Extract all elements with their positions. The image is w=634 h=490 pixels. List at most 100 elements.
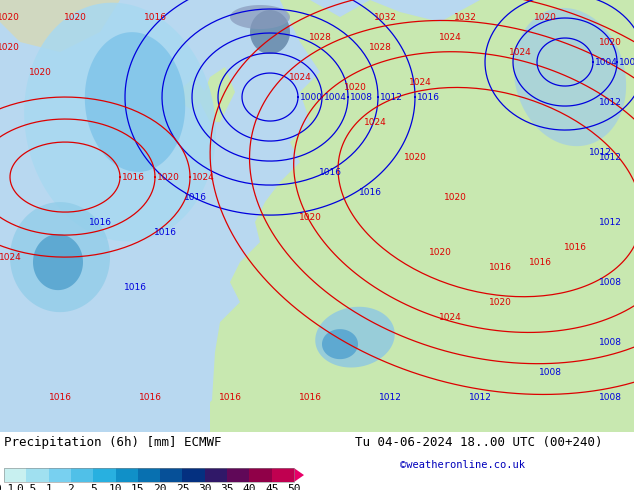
Text: 1012: 1012 (598, 218, 621, 226)
Bar (160, 468, 183, 482)
Text: 1016: 1016 (489, 263, 512, 271)
Text: 0.1: 0.1 (0, 484, 14, 490)
Text: 1024: 1024 (288, 73, 311, 81)
Text: 1016: 1016 (143, 13, 167, 22)
Text: 1012: 1012 (380, 93, 403, 101)
Text: 1024: 1024 (439, 32, 462, 42)
Polygon shape (183, 77, 205, 112)
Text: 35: 35 (221, 484, 234, 490)
Text: 1020: 1020 (534, 13, 557, 22)
Text: 1008: 1008 (598, 392, 621, 402)
Text: 1016: 1016 (138, 392, 162, 402)
Text: 1028: 1028 (309, 32, 332, 42)
Bar (227, 468, 249, 482)
Polygon shape (294, 468, 304, 482)
Text: ©weatheronline.co.uk: ©weatheronline.co.uk (400, 460, 525, 470)
Bar (26, 468, 49, 482)
Text: 1016: 1016 (122, 172, 145, 182)
Text: 1024: 1024 (409, 77, 431, 87)
Bar (205, 468, 227, 482)
Text: 40: 40 (243, 484, 256, 490)
Text: 20: 20 (153, 484, 167, 490)
Bar (183, 468, 205, 482)
Text: 1024: 1024 (508, 48, 531, 56)
Polygon shape (85, 32, 185, 172)
Polygon shape (0, 0, 120, 52)
Text: 1016: 1016 (417, 93, 440, 101)
Text: 1016: 1016 (564, 243, 586, 251)
Polygon shape (315, 307, 395, 368)
Bar (4, 468, 294, 482)
Text: 1008: 1008 (598, 338, 621, 346)
Text: 1008: 1008 (598, 278, 621, 287)
Text: 30: 30 (198, 484, 212, 490)
Text: 1020: 1020 (299, 213, 321, 221)
Bar (272, 468, 294, 482)
Text: 1: 1 (45, 484, 52, 490)
Text: 1032: 1032 (373, 13, 396, 22)
Polygon shape (250, 10, 290, 54)
Text: 2: 2 (68, 484, 74, 490)
Text: 1016: 1016 (358, 188, 382, 196)
Text: 1012: 1012 (598, 98, 621, 106)
Text: 1028: 1028 (368, 43, 391, 51)
Text: 1008: 1008 (538, 368, 562, 377)
Text: 1020: 1020 (0, 13, 20, 22)
Text: 45: 45 (265, 484, 278, 490)
Polygon shape (210, 402, 634, 432)
Text: 1032: 1032 (453, 13, 476, 22)
Text: 1020: 1020 (444, 193, 467, 201)
Text: 1012: 1012 (378, 392, 401, 402)
Text: 5: 5 (90, 484, 96, 490)
Text: 1012: 1012 (588, 147, 611, 157)
Text: 50: 50 (287, 484, 301, 490)
Text: 1016: 1016 (124, 283, 146, 292)
Text: 1024: 1024 (0, 253, 22, 262)
Text: 1016: 1016 (529, 258, 552, 267)
Polygon shape (514, 8, 626, 146)
Polygon shape (210, 332, 330, 432)
Text: 1012: 1012 (469, 392, 491, 402)
Text: 1020: 1020 (0, 43, 20, 51)
Text: 10: 10 (109, 484, 122, 490)
Polygon shape (24, 2, 216, 242)
Text: 1008: 1008 (619, 57, 634, 67)
Text: 1020: 1020 (63, 13, 86, 22)
Text: 1020: 1020 (429, 247, 451, 257)
Text: 15: 15 (131, 484, 145, 490)
Text: 0.5: 0.5 (16, 484, 36, 490)
Bar (249, 468, 272, 482)
Text: 1008: 1008 (350, 93, 373, 101)
Text: 1016: 1016 (299, 392, 321, 402)
Bar (93, 468, 115, 482)
Text: 1016: 1016 (183, 193, 207, 201)
Bar (115, 468, 138, 482)
Text: 1016: 1016 (89, 218, 112, 226)
Text: 1020: 1020 (29, 68, 51, 76)
Text: 1000: 1000 (300, 93, 323, 101)
Text: 1020: 1020 (344, 82, 366, 92)
Text: 1016: 1016 (318, 168, 342, 176)
Text: 1024: 1024 (439, 313, 462, 321)
Polygon shape (200, 67, 235, 122)
Text: 1020: 1020 (489, 297, 512, 307)
Polygon shape (210, 0, 634, 432)
Text: 1016: 1016 (153, 227, 176, 237)
Text: 1020: 1020 (157, 172, 180, 182)
Bar (4, 468, 26, 482)
Text: 1016: 1016 (219, 392, 242, 402)
Text: 1004: 1004 (595, 57, 618, 67)
Bar (71, 468, 93, 482)
Text: 1020: 1020 (598, 38, 621, 47)
Polygon shape (230, 5, 290, 29)
Text: 1020: 1020 (404, 152, 427, 162)
Text: 1004: 1004 (324, 93, 347, 101)
Text: 1024: 1024 (364, 118, 386, 126)
Polygon shape (33, 234, 83, 290)
Text: Tu 04-06-2024 18..00 UTC (00+240): Tu 04-06-2024 18..00 UTC (00+240) (355, 436, 602, 449)
Text: 1024: 1024 (192, 172, 215, 182)
Text: 1016: 1016 (48, 392, 72, 402)
Text: Precipitation (6h) [mm] ECMWF: Precipitation (6h) [mm] ECMWF (4, 436, 221, 449)
Polygon shape (322, 329, 358, 359)
Text: 1012: 1012 (598, 152, 621, 162)
